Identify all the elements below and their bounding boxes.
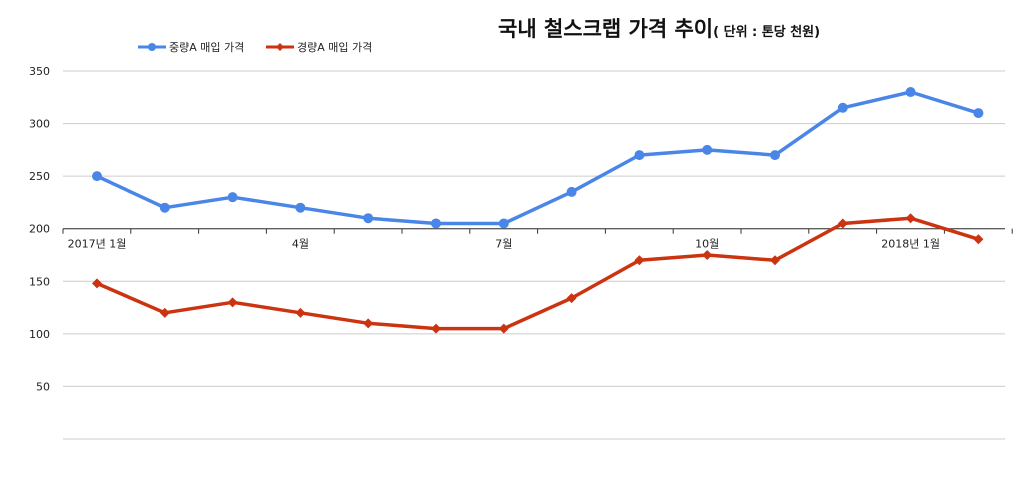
data-point bbox=[973, 108, 984, 119]
y-tick-label: 350 bbox=[29, 65, 50, 78]
data-point bbox=[363, 213, 374, 224]
data-point bbox=[92, 171, 102, 182]
data-point bbox=[363, 318, 374, 329]
legend-item: 경량A 매입 가격 bbox=[266, 41, 372, 54]
x-tick-label: 7월 bbox=[495, 238, 512, 251]
data-point bbox=[770, 150, 780, 161]
data-point bbox=[295, 307, 306, 318]
data-point bbox=[634, 150, 645, 161]
data-point bbox=[159, 202, 170, 213]
x-axis: 2017년 1월 4월 7월 10월 2018년 1월 bbox=[62, 228, 1013, 251]
y-tick-label: 150 bbox=[29, 275, 50, 288]
data-point bbox=[227, 192, 238, 203]
x-tick-label: 2018년 1월 bbox=[881, 238, 940, 251]
y-tick-label: 200 bbox=[29, 223, 50, 236]
x-tick-label: 2017년 1월 bbox=[68, 238, 127, 251]
data-point bbox=[634, 255, 645, 266]
series-line bbox=[95, 90, 981, 226]
data-point bbox=[227, 297, 238, 308]
data-point bbox=[973, 234, 984, 245]
data-point bbox=[498, 218, 509, 229]
data-point bbox=[431, 323, 441, 334]
data-point bbox=[837, 218, 848, 229]
data-point bbox=[905, 87, 916, 98]
data-point bbox=[702, 144, 713, 155]
legend-label: 경량A 매입 가격 bbox=[297, 41, 372, 54]
data-point bbox=[431, 218, 441, 229]
legend-marker bbox=[276, 43, 284, 51]
series-lines bbox=[92, 87, 984, 334]
chart-subtitle: ( 단위 : 톤당 천원) bbox=[713, 24, 820, 40]
y-tick-label: 250 bbox=[29, 170, 50, 183]
data-point bbox=[498, 323, 509, 334]
data-point bbox=[905, 213, 916, 224]
data-point bbox=[566, 293, 577, 304]
y-tick-label: 300 bbox=[29, 118, 50, 131]
data-point bbox=[702, 250, 713, 261]
svg-text:국내 철스크랩 가격 추이( 단위 : 톤당 천원): 국내 철스크랩 가격 추이( 단위 : 톤당 천원) bbox=[498, 17, 820, 41]
y-tick-label: 100 bbox=[29, 328, 50, 341]
legend: 중량A 매입 가격 경량A 매입 가격 bbox=[138, 41, 372, 54]
series-1 bbox=[92, 87, 984, 229]
grid-lines: 50 100 150 200 250 300 350 bbox=[29, 65, 1005, 440]
data-point bbox=[770, 255, 780, 266]
legend-marker bbox=[148, 43, 156, 51]
series-2 bbox=[92, 213, 984, 334]
chart-title: 국내 철스크랩 가격 추이( 단위 : 톤당 천원) bbox=[498, 17, 820, 41]
data-point bbox=[159, 307, 170, 318]
y-tick-label: 50 bbox=[36, 380, 50, 393]
legend-item: 중량A 매입 가격 bbox=[138, 41, 244, 54]
chart-title-main: 국내 철스크랩 가격 추이 bbox=[498, 17, 713, 41]
data-point bbox=[837, 102, 848, 113]
data-point bbox=[92, 278, 102, 289]
x-tick-label: 4월 bbox=[292, 238, 309, 251]
series-line bbox=[95, 216, 981, 331]
x-tick-label: 10월 bbox=[695, 238, 719, 251]
data-point bbox=[295, 202, 306, 213]
data-point bbox=[566, 186, 577, 197]
legend-label: 중량A 매입 가격 bbox=[169, 41, 244, 54]
